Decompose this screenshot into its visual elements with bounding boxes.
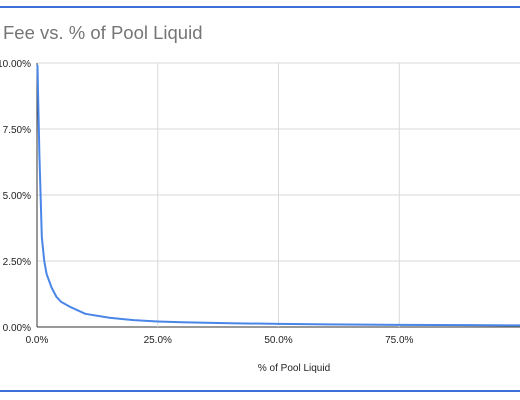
x-axis-title: % of Pool Liquid <box>258 363 330 374</box>
y-tick-label: 7.50% <box>3 125 31 136</box>
series-layer <box>36 64 520 327</box>
chart-title: Fee vs. % of Pool Liquid <box>3 22 203 43</box>
y-tick-label: 2.50% <box>3 257 31 268</box>
x-tick-label: 75.0% <box>385 335 413 346</box>
series-line <box>36 64 520 327</box>
chart-frame <box>0 6 520 392</box>
grid-lines <box>36 62 520 328</box>
x-tick-label: 25.0% <box>144 335 172 346</box>
y-tick-label: 5.00% <box>3 191 31 202</box>
tick-labels: 0.00% 2.50% 5.00% 7.50% 10.00% 0.0% 25.0% 50.0%… <box>0 59 414 346</box>
x-tick-label: 0.0% <box>26 335 49 346</box>
x-tick-label: 50.0% <box>264 335 292 346</box>
y-tick-label: 10.00% <box>0 59 31 70</box>
y-tick-label: 0.00% <box>3 323 31 334</box>
